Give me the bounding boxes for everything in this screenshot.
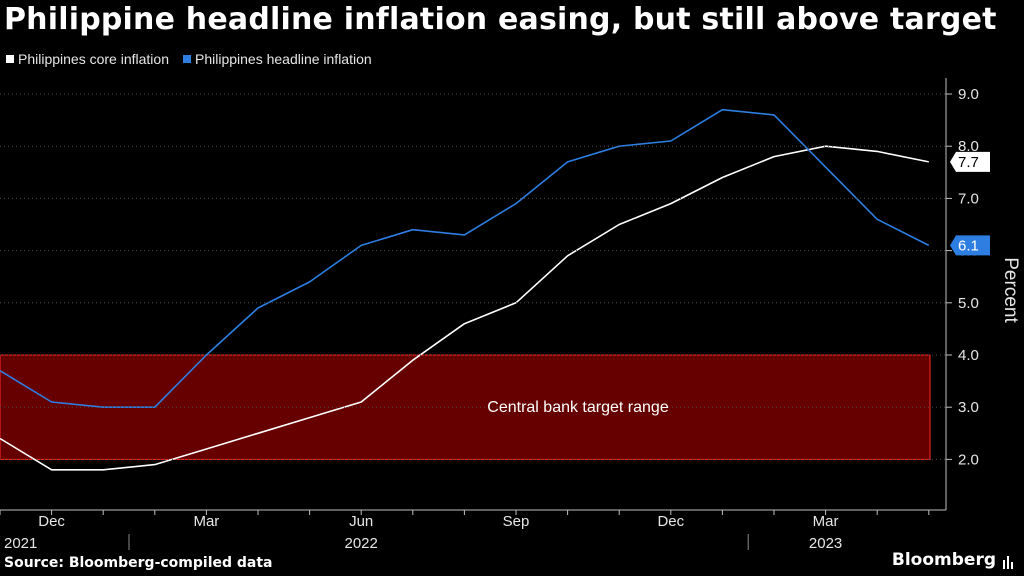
x-year-label-2: 2022 (345, 535, 378, 552)
series-line-headline (0, 108, 930, 409)
y-tick-label-3: 5.0 (958, 295, 979, 312)
y-axis-title: Percent (1000, 257, 1021, 323)
chart-title: Philippine headline inflation easing, bu… (4, 2, 997, 37)
y-tick-label-1: 3.0 (958, 399, 979, 416)
legend-swatch-headline (182, 55, 191, 63)
end-label-text-1: 6.1 (958, 237, 979, 254)
x-tick-label-0: Dec (38, 513, 65, 530)
y-tick-label-2: 4.0 (958, 347, 979, 364)
end-label-bg-0 (950, 151, 990, 172)
end-label-bg-1 (950, 235, 990, 256)
x-year-label-5: 2023 (809, 535, 842, 552)
legend-item-headline: Philippines headline inflation (182, 51, 372, 67)
y-tick-label-5: 7.0 (958, 190, 979, 207)
end-label-text-0: 7.7 (958, 154, 979, 171)
x-tick-label-3: Sep (503, 513, 530, 530)
x-tick-label-5: Mar (813, 513, 839, 530)
legend: Philippines core inflation Philippines h… (6, 51, 372, 67)
x-year-label-0: 2021 (4, 535, 37, 552)
target-range-label: Central bank target range (487, 399, 669, 416)
legend-item-core: Philippines core inflation (6, 51, 169, 67)
end-label-core: 7.7 (950, 151, 990, 172)
brand-logo: Bloomberg (891, 550, 996, 570)
series-line-core (0, 145, 929, 471)
x-tick-label-1: Mar (193, 513, 219, 530)
legend-label-core: Philippines core inflation (18, 51, 169, 67)
y-tick-label-7: 9.0 (958, 86, 979, 103)
x-tick-label-4: Dec (657, 513, 684, 530)
end-label-headline: 6.1 (950, 235, 990, 256)
legend-swatch-core (6, 55, 14, 63)
x-tick-label-2: Jun (349, 513, 373, 530)
source-note: Source: Bloomberg-compiled data (4, 555, 273, 571)
y-tick-label-6: 8.0 (958, 138, 979, 155)
legend-label-headline: Philippines headline inflation (194, 51, 372, 67)
y-tick-label-0: 2.0 (958, 451, 979, 468)
bloomberg-bars-icon (1003, 556, 1013, 569)
